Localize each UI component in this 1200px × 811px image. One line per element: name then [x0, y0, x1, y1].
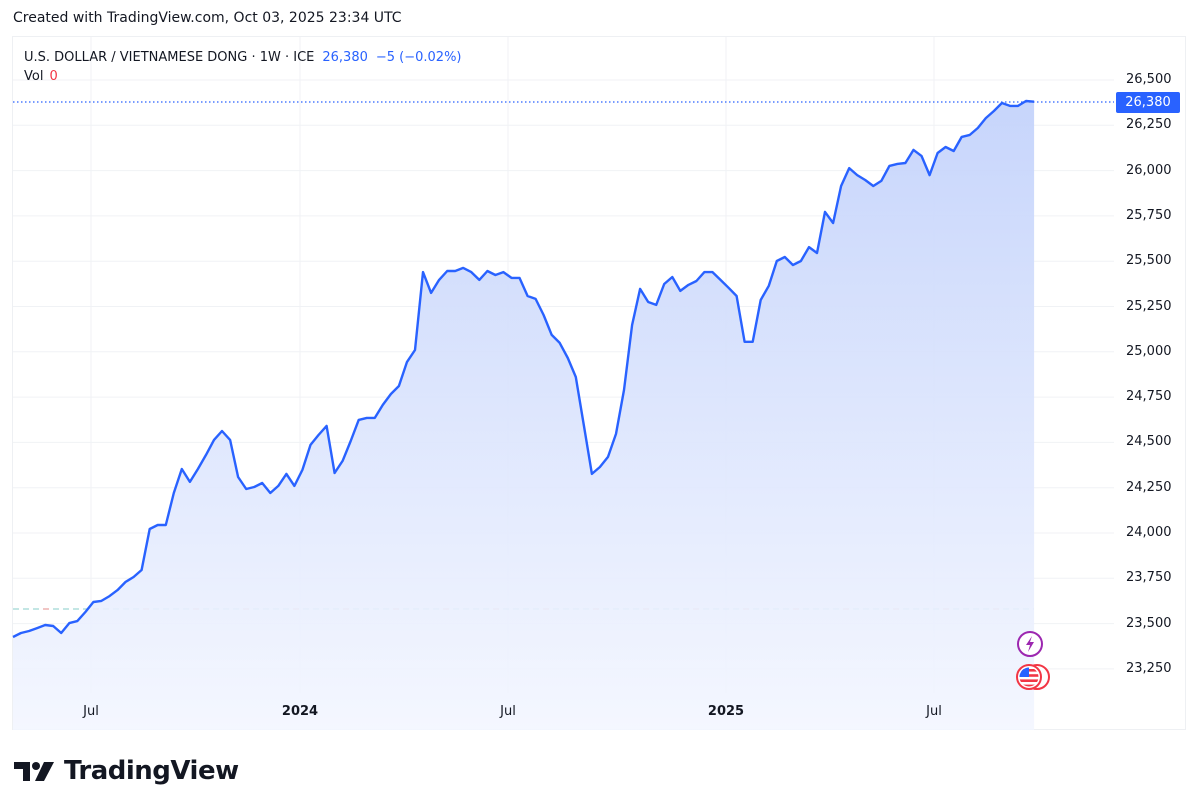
last-price-tag: 26,380 — [1116, 92, 1180, 113]
price-axis-label: 26,000 — [1126, 162, 1172, 178]
price-axis-label: 24,250 — [1126, 479, 1172, 495]
price-axis-label: 25,750 — [1126, 207, 1172, 223]
price-change: −5 (−0.02%) — [375, 50, 462, 65]
created-with-caption: Created with TradingView.com, Oct 03, 20… — [13, 10, 402, 26]
price-axis-label: 25,250 — [1126, 298, 1172, 314]
tradingview-logo-text: TradingView — [64, 756, 239, 786]
tradingview-logo-icon — [14, 762, 54, 781]
price-axis-label: 26,500 — [1126, 72, 1172, 87]
time-axis-label: 2025 — [707, 704, 745, 719]
price-line[interactable] — [12, 99, 1035, 639]
price-axis-label: 25,000 — [1126, 343, 1172, 359]
price-axis-label: 25,500 — [1126, 253, 1172, 269]
volume-label[interactable]: Vol — [24, 69, 44, 84]
time-axis-label: Jul — [83, 704, 99, 719]
time-axis-label: Jul — [500, 704, 516, 719]
price-axis-label: 24,500 — [1126, 434, 1172, 450]
lightning-event-icon[interactable] — [1016, 630, 1044, 662]
price-axis-label: 24,000 — [1126, 525, 1172, 540]
price-axis-label: 23,500 — [1126, 615, 1172, 631]
us-flag-event-icon[interactable] — [1015, 662, 1055, 696]
symbol-title[interactable]: U.S. DOLLAR / VIETNAMESE DONG · 1W · ICE — [24, 50, 315, 65]
volume-value: 0 — [49, 69, 58, 84]
time-axis-label: 2024 — [281, 704, 319, 719]
chart-legend: U.S. DOLLAR / VIETNAMESE DONG · 1W · ICE… — [24, 48, 462, 86]
price-axis-label: 24,750 — [1126, 389, 1172, 405]
price-axis-label: 26,250 — [1126, 117, 1172, 133]
tradingview-logo[interactable]: TradingView — [14, 756, 239, 786]
last-price: 26,380 — [322, 50, 368, 65]
time-axis-label: Jul — [926, 704, 942, 719]
price-area-fill — [13, 101, 1035, 730]
price-axis-label: 23,750 — [1126, 570, 1172, 586]
price-axis-label: 23,250 — [1126, 660, 1172, 676]
